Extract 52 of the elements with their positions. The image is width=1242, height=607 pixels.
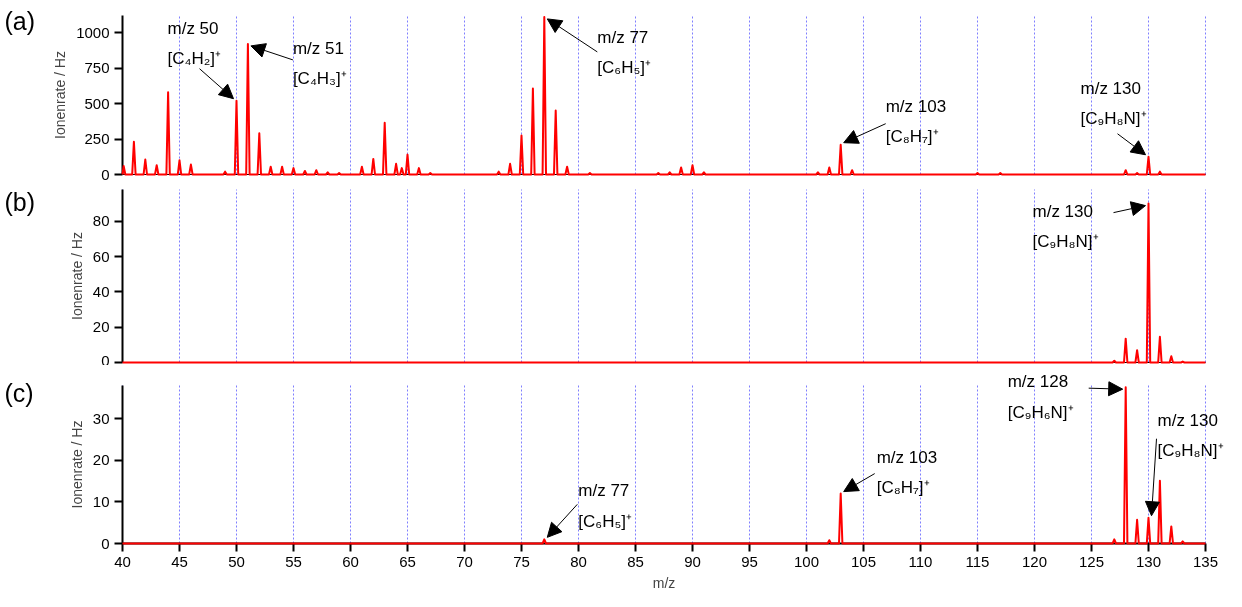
x-tick-label: 85 bbox=[627, 552, 644, 570]
annotation: m/z 130 [C₉H₈N]⁺ bbox=[1157, 410, 1224, 461]
chart-title: (a) bbox=[4, 6, 36, 35]
x-tick-label: 50 bbox=[228, 552, 245, 570]
y-tick-label: 20 bbox=[92, 318, 110, 336]
y-tick-label: 250 bbox=[84, 130, 110, 148]
y-tick-label: 750 bbox=[84, 59, 110, 77]
x-tick-label: 80 bbox=[570, 552, 587, 570]
x-tick-label: 55 bbox=[285, 552, 302, 570]
annotation: m/z 51 [C₄H₃]⁺ bbox=[292, 38, 347, 89]
x-tick-label: 120 bbox=[1021, 552, 1048, 570]
y-tick-label: 10 bbox=[92, 492, 110, 510]
x-tick-label: 60 bbox=[342, 552, 359, 570]
annotation: m/z 103 [C₈H₇]⁺ bbox=[876, 447, 938, 498]
annotation: m/z 50 [C₄H₂]⁺ bbox=[167, 18, 222, 69]
x-tick-label: 95 bbox=[741, 552, 758, 570]
y-tick-label: 20 bbox=[92, 451, 110, 469]
annotation: m/z 130 [C₉H₈N]⁺ bbox=[1032, 201, 1099, 252]
x-axis-title: m/z bbox=[652, 574, 676, 591]
annotation: m/z 130 [C₉H₈N]⁺ bbox=[1080, 78, 1147, 129]
x-tick-label: 75 bbox=[513, 552, 530, 570]
y-tick-label: 60 bbox=[92, 247, 110, 265]
x-tick-label: 125 bbox=[1078, 552, 1105, 570]
chart-title: (c) bbox=[4, 378, 34, 407]
x-tick-label: 45 bbox=[171, 552, 188, 570]
x-tick-label: 110 bbox=[908, 552, 933, 570]
x-tick-label: 105 bbox=[850, 552, 877, 570]
y-tick-label: 0 bbox=[101, 534, 110, 552]
y-tick-label: 40 bbox=[92, 282, 110, 300]
annotation: m/z 77 [C₆H₅]⁺ bbox=[597, 27, 652, 78]
annotation: m/z 103 [C₈H₇]⁺ bbox=[885, 96, 947, 147]
chart-title: (b) bbox=[4, 187, 36, 216]
y-tick-label: 80 bbox=[92, 212, 110, 230]
y-axis-title: Ionenrate / Hz bbox=[68, 420, 85, 509]
line-series bbox=[121, 15, 1207, 176]
y-tick-label: 1000 bbox=[76, 23, 110, 41]
y-tick-label: 0 bbox=[101, 165, 110, 183]
x-tick-label: 70 bbox=[456, 552, 473, 570]
y-axis-title: Ionenrate / Hz bbox=[52, 51, 69, 139]
x-tick-label: 100 bbox=[793, 552, 820, 570]
x-tick-label: 90 bbox=[684, 552, 701, 570]
annotation: m/z 128 [C₉H₆N]⁺ bbox=[1007, 372, 1074, 422]
x-tick-label: 115 bbox=[965, 552, 990, 570]
annotation: m/z 77 [C₆H₅]⁺ bbox=[578, 481, 633, 531]
y-tick-label: 30 bbox=[92, 409, 110, 427]
y-axis-title: Ionenrate / Hz bbox=[68, 232, 85, 320]
y-tick-label: 500 bbox=[84, 94, 110, 112]
x-tick-label: 65 bbox=[399, 552, 416, 570]
y-tick-label: 0 bbox=[101, 351, 110, 369]
x-tick-label: 130 bbox=[1135, 552, 1162, 570]
x-tick-label: 135 bbox=[1192, 552, 1219, 570]
x-tick-label: 40 bbox=[114, 552, 131, 570]
